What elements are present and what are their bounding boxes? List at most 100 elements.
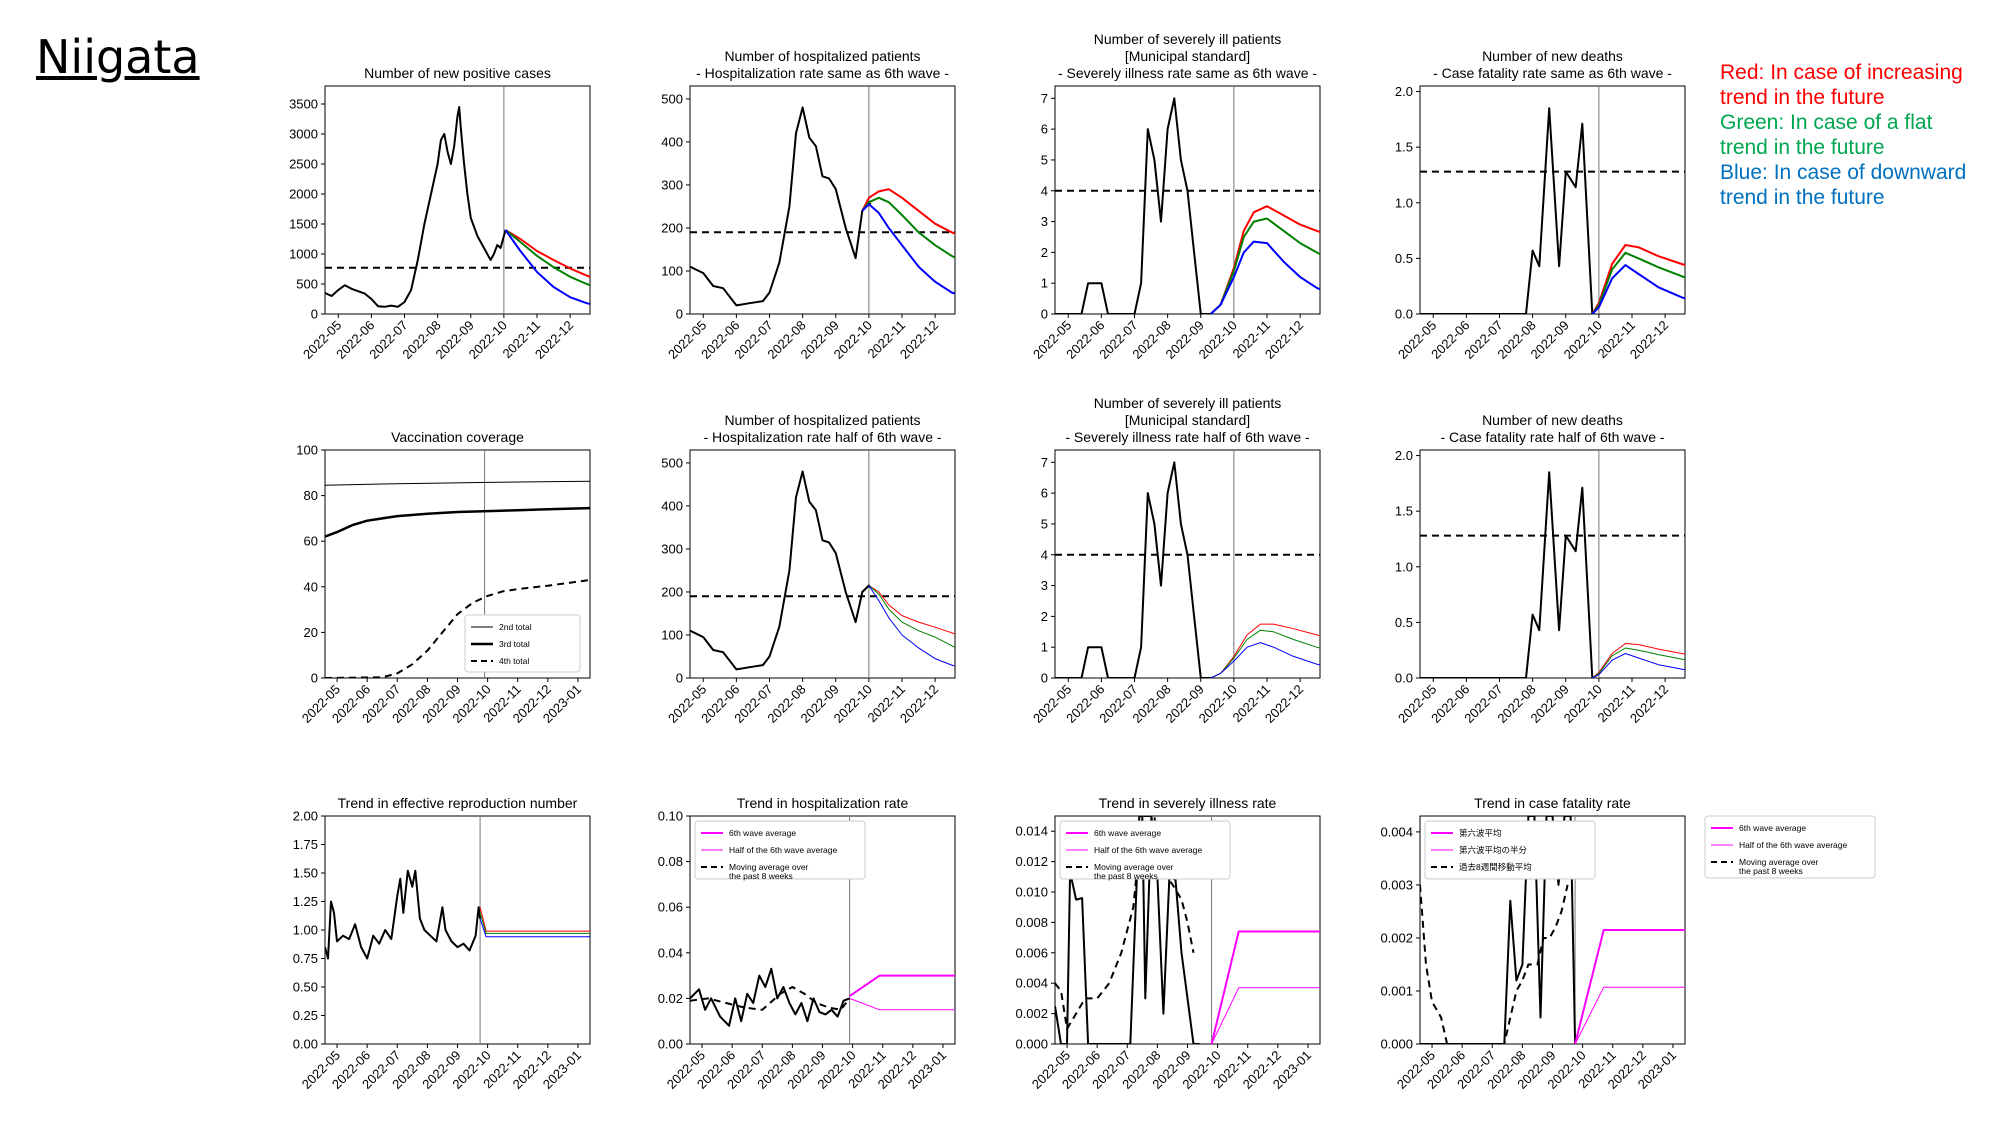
series-line — [1055, 461, 1211, 678]
plot-area — [1420, 86, 1685, 314]
y-tick-label: 0.08 — [658, 854, 683, 869]
legend: 6th wave average Half of the 6th wave ave… — [1059, 820, 1231, 881]
series-line — [479, 907, 590, 932]
y-tick-label: 1.0 — [1395, 195, 1413, 210]
y-tick-label: 1 — [1041, 640, 1048, 655]
y-tick-label: 6 — [1041, 122, 1048, 137]
series-line — [1574, 929, 1685, 1044]
y-tick-label: 3000 — [289, 127, 318, 142]
chart-title: Number of hospitalized patients — [724, 48, 920, 64]
series-line — [849, 974, 955, 997]
y-tick-label: 0.006 — [1015, 945, 1048, 960]
y-tick-label: 4 — [1041, 547, 1048, 562]
legend-label: 3rd total — [499, 639, 530, 649]
series-line — [849, 997, 955, 1011]
y-tick-label: 0 — [1041, 671, 1048, 686]
series-line — [1210, 217, 1320, 314]
plot-area — [690, 86, 955, 314]
y-tick-label: 100 — [296, 443, 318, 458]
y-tick-label: 0.00 — [658, 1037, 683, 1052]
series-line — [861, 196, 955, 259]
legend-label: Half of the 6th wave average — [1739, 840, 1847, 850]
y-tick-label: 1.00 — [293, 923, 318, 938]
series-line — [1591, 251, 1685, 314]
legend-label: Moving average over — [1094, 862, 1174, 872]
legend-label: 6th wave average — [729, 828, 796, 838]
series-line — [1420, 107, 1594, 314]
legend-red-note: Red: In case of increasing trend in the … — [1720, 61, 1963, 109]
y-tick-label: 1.5 — [1395, 140, 1413, 155]
series-line — [868, 585, 955, 667]
y-tick-label: 5 — [1041, 152, 1048, 167]
legend-label: 6th wave average — [1739, 823, 1806, 833]
plot-area — [325, 86, 590, 314]
series-line — [1591, 643, 1685, 678]
scenario-legend: Red: In case of increasing trend in the … — [1720, 60, 1966, 210]
chart-title: - Severely illness rate half of 6th wave… — [1065, 429, 1310, 445]
chart-title: Trend in severely illness rate — [1099, 795, 1277, 811]
chart-title: Trend in hospitalization rate — [737, 795, 909, 811]
series-line — [1592, 647, 1685, 678]
series-line — [690, 106, 872, 307]
series-line — [1210, 629, 1320, 678]
chart-title: - Severely illness rate same as 6th wave… — [1058, 65, 1317, 81]
y-tick-label: 2000 — [289, 187, 318, 202]
plot-area — [690, 450, 955, 678]
series-line — [325, 106, 507, 308]
y-tick-label: 0.25 — [293, 1008, 318, 1023]
legend-label: the past 8 weeks — [729, 871, 793, 881]
series-line — [1210, 642, 1320, 678]
legend-box — [1059, 820, 1231, 880]
y-tick-label: 200 — [661, 220, 683, 235]
y-tick-label: 0 — [676, 307, 683, 322]
y-tick-label: 300 — [661, 541, 683, 556]
y-tick-label: 1.75 — [293, 837, 318, 852]
chart-title: Number of severely ill patients — [1094, 395, 1282, 411]
series-line — [325, 506, 590, 538]
plot-area — [1055, 86, 1320, 314]
chart-hosp_same: Number of hospitalized patients- Hospita… — [661, 48, 956, 362]
chart-hosp_rate: Trend in hospitalization rate 0.00 0.02 0.0… — [658, 795, 956, 1092]
plot-frame — [1054, 449, 1321, 679]
chart-deaths_half: Number of new deaths- Case fatality rate… — [1395, 412, 1686, 726]
series-line — [690, 967, 850, 1027]
y-tick-label: 500 — [296, 277, 318, 292]
series-line — [861, 188, 955, 235]
legend-label: Half of the 6th wave average — [729, 845, 837, 855]
chart-rt: Trend in effective reproduction number 0.… — [293, 795, 591, 1092]
series-line — [1574, 986, 1685, 1044]
y-tick-label: 0.014 — [1015, 824, 1048, 839]
legend-label: the past 8 weeks — [1094, 871, 1158, 881]
y-tick-label: 0.000 — [1380, 1037, 1413, 1052]
legend: 6th wave average Half of the 6th wave ave… — [694, 820, 866, 881]
y-tick-label: 5 — [1041, 516, 1048, 531]
chart-title: Trend in case fatality rate — [1474, 795, 1631, 811]
legend-label: 6th wave average — [1094, 828, 1161, 838]
series-line — [868, 585, 955, 648]
y-tick-label: 60 — [304, 534, 318, 549]
legend-label: 第六波平均の半分 — [1459, 845, 1528, 855]
y-tick-label: 40 — [304, 579, 318, 594]
y-tick-label: 300 — [661, 177, 683, 192]
y-tick-label: 0 — [676, 671, 683, 686]
series-line — [690, 470, 872, 671]
y-tick-label: 1.25 — [293, 894, 318, 909]
chart-title: [Municipal standard] — [1125, 412, 1250, 428]
chart-title: - Case fatality rate half of 6th wave - — [1440, 429, 1664, 445]
y-tick-label: 2 — [1041, 245, 1048, 260]
series-line — [504, 229, 590, 305]
plot-frame — [689, 449, 956, 679]
chart-vaccination: Vaccination coverage0204060801002022-052… — [296, 429, 591, 726]
chart-title: - Case fatality rate same as 6th wave - — [1433, 65, 1672, 81]
y-tick-label: 6 — [1041, 486, 1048, 501]
y-tick-label: 0.04 — [658, 945, 683, 960]
chart-hosp_half: Number of hospitalized patients- Hospita… — [661, 412, 956, 726]
plot-frame — [1419, 449, 1686, 679]
y-tick-label: 1 — [1041, 276, 1048, 291]
y-tick-label: 2 — [1041, 609, 1048, 624]
chart-death_rate: Trend in case fatality rate 0.000 0.001 0.0… — [1380, 795, 1686, 1092]
y-tick-label: 400 — [661, 134, 683, 149]
y-tick-label: 7 — [1041, 91, 1048, 106]
y-tick-label: 0 — [311, 671, 318, 686]
